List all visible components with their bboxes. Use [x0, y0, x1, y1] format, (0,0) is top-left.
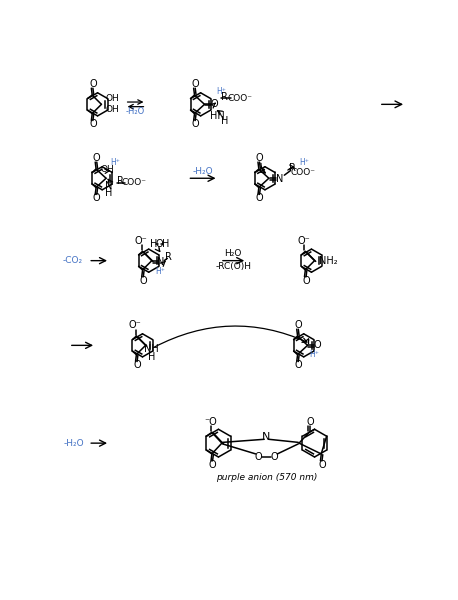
- Text: H: H: [221, 116, 229, 126]
- Text: N: N: [276, 174, 284, 184]
- Text: H⁺: H⁺: [217, 87, 227, 96]
- Text: O⁻: O⁻: [135, 236, 147, 245]
- Text: H: H: [150, 239, 157, 249]
- Text: O: O: [191, 119, 199, 130]
- Text: H: H: [148, 352, 156, 362]
- Text: purple anion (570 nm): purple anion (570 nm): [216, 473, 317, 482]
- Text: -RC(O)H: -RC(O)H: [215, 262, 251, 271]
- Text: -CO₂: -CO₂: [63, 256, 83, 265]
- Text: OH: OH: [105, 94, 119, 103]
- Text: COO⁻: COO⁻: [290, 167, 316, 176]
- Text: O: O: [256, 153, 263, 163]
- Text: -H₂O: -H₂O: [126, 107, 145, 116]
- Text: R: R: [165, 252, 172, 262]
- Text: NH₂: NH₂: [319, 256, 338, 266]
- Text: O: O: [89, 119, 97, 130]
- Text: R: R: [289, 163, 295, 173]
- Text: O: O: [314, 340, 322, 350]
- Text: NH: NH: [144, 344, 159, 354]
- Text: ⁻O: ⁻O: [204, 416, 217, 427]
- Text: H₂O: H₂O: [224, 249, 242, 258]
- Text: N: N: [157, 257, 164, 267]
- Text: O: O: [211, 100, 218, 109]
- Text: O: O: [93, 193, 101, 203]
- Text: O: O: [93, 153, 101, 163]
- Text: H: H: [162, 239, 169, 249]
- Text: -H₂O: -H₂O: [64, 439, 85, 448]
- Text: O: O: [140, 275, 147, 286]
- Text: H⁺: H⁺: [110, 158, 120, 167]
- Text: O: O: [318, 460, 326, 470]
- Text: O: O: [191, 79, 199, 89]
- Text: -H₂O: -H₂O: [193, 167, 213, 176]
- Text: N: N: [262, 432, 271, 442]
- Text: O: O: [209, 460, 216, 470]
- Text: O: O: [133, 361, 141, 370]
- Text: H: H: [105, 188, 112, 198]
- Text: O: O: [156, 239, 164, 249]
- Text: O⁻: O⁻: [128, 320, 141, 331]
- Text: OH: OH: [101, 164, 114, 173]
- Text: O: O: [294, 320, 302, 331]
- Text: O: O: [306, 416, 314, 427]
- Text: R: R: [221, 92, 228, 101]
- Text: O: O: [89, 79, 97, 89]
- Text: HN: HN: [209, 111, 224, 121]
- Text: H⁺: H⁺: [300, 158, 310, 167]
- Text: O: O: [294, 361, 302, 370]
- Text: O: O: [302, 275, 310, 286]
- Text: O: O: [256, 193, 263, 203]
- Text: R: R: [117, 176, 124, 185]
- Text: O: O: [270, 452, 278, 462]
- Text: COO⁻: COO⁻: [228, 94, 253, 103]
- Text: H⁺: H⁺: [155, 267, 165, 276]
- Text: OH: OH: [105, 105, 119, 114]
- Text: O⁻: O⁻: [297, 236, 310, 245]
- Text: N: N: [105, 181, 112, 191]
- Text: O: O: [255, 452, 262, 462]
- Text: COO⁻: COO⁻: [121, 178, 147, 187]
- Text: H⁺: H⁺: [309, 350, 319, 359]
